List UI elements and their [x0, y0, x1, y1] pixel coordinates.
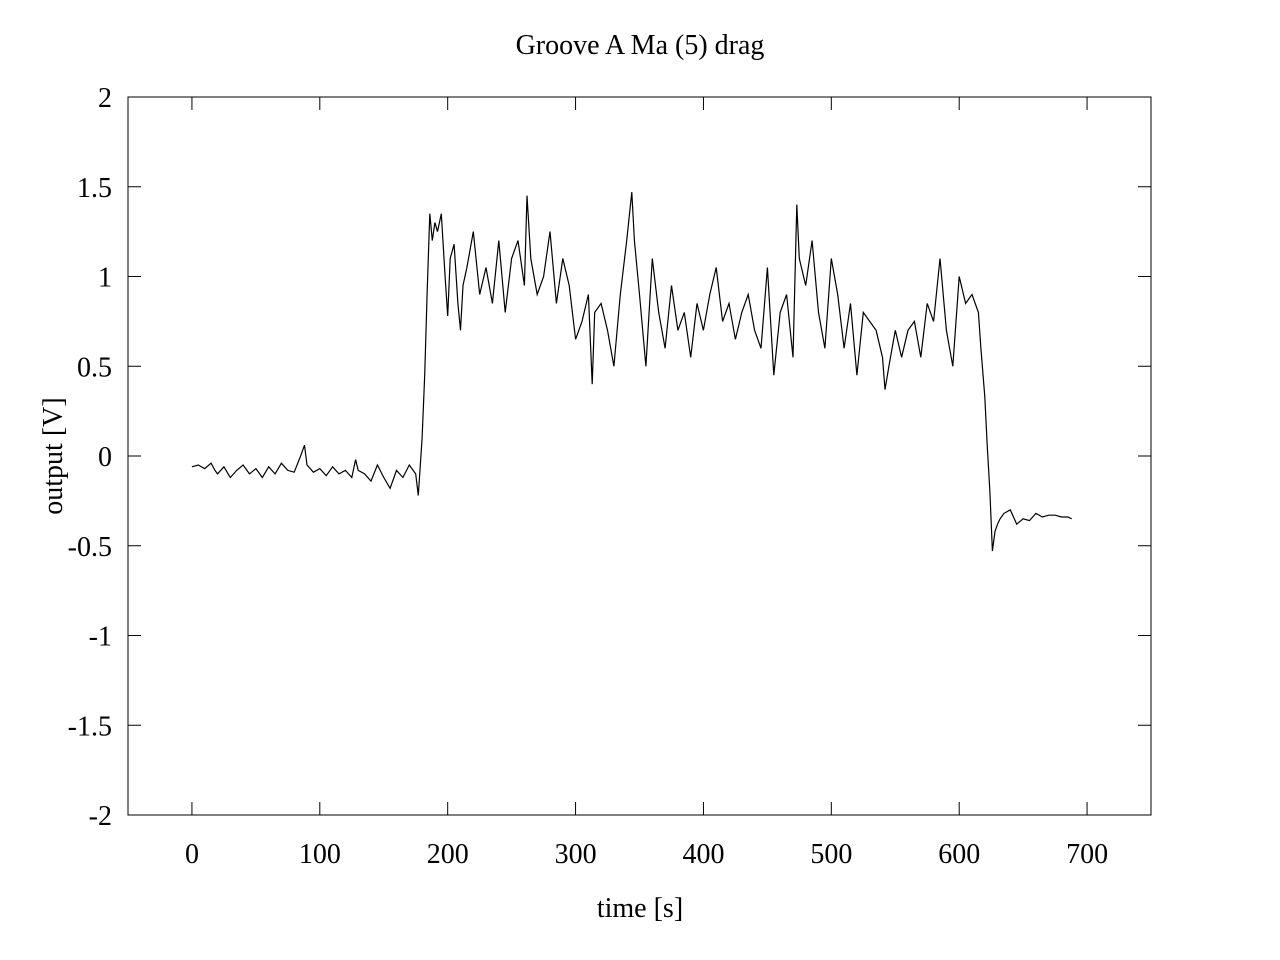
y-tick-label: 0	[98, 442, 112, 473]
y-tick-label: 1.5	[77, 173, 112, 204]
y-tick-label: -1.5	[68, 711, 112, 742]
x-axis-label: time [s]	[597, 893, 683, 924]
plot-frame	[127, 96, 1152, 816]
series-line	[191, 192, 1072, 552]
x-tick-label: 0	[185, 839, 199, 870]
y-tick-label: 0.5	[77, 352, 112, 383]
y-tick-label: 2	[98, 83, 112, 114]
x-tick-label: 500	[810, 839, 852, 870]
x-tick-label: 700	[1066, 839, 1108, 870]
y-axis: 2 1.5 1 0.5 0 -0.5 -1 -1.5 -2	[68, 83, 1151, 832]
x-tick-label: 300	[555, 839, 597, 870]
x-tick-label: 100	[299, 839, 341, 870]
y-tick-label: -2	[89, 801, 112, 832]
x-tick-label: 200	[427, 839, 469, 870]
chart-title: Groove A Ma (5) drag	[516, 30, 765, 61]
x-axis: 0 100 200 300 400 500 600 700	[185, 97, 1108, 870]
x-tick-label: 400	[682, 839, 724, 870]
y-tick-label: -0.5	[68, 532, 112, 563]
x-tick-label: 600	[938, 839, 980, 870]
y-tick-label: -1	[89, 622, 112, 653]
y-tick-label: 1	[98, 263, 112, 294]
y-axis-label: output [V]	[38, 397, 69, 514]
